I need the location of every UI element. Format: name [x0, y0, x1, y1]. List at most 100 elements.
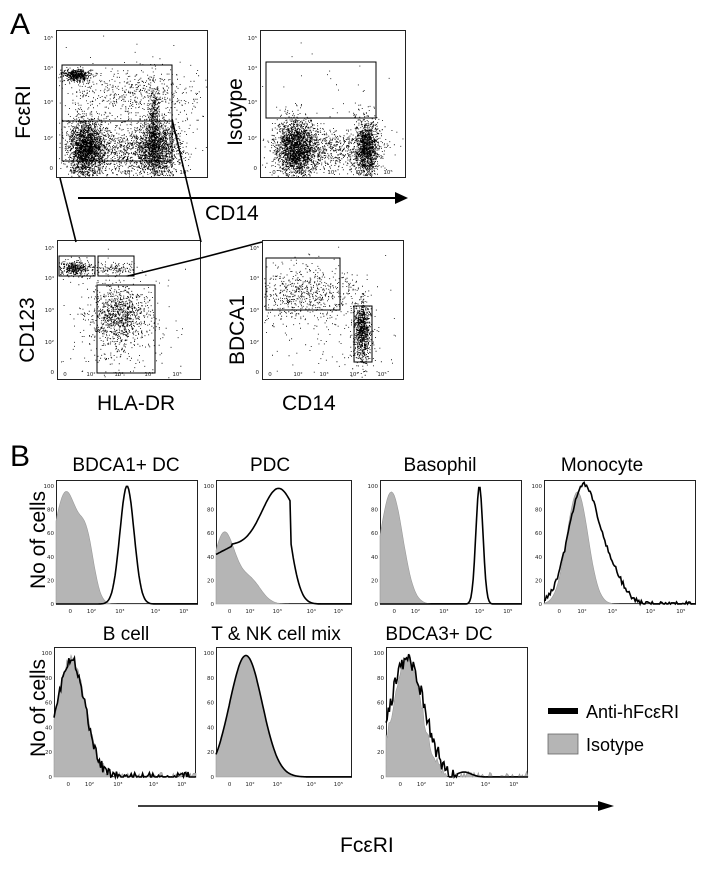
isotype-curve — [543, 491, 696, 605]
dot-plot-bdca1-vs-cd14: 0 10² 10³ 10⁴ 10⁵ 0 10² 10³ 10⁴ 10⁵ — [250, 240, 404, 380]
x-tick-label: 10² — [411, 608, 420, 615]
x-tick-label: 10² — [245, 781, 254, 788]
y-tick-label: 80 — [535, 508, 542, 514]
y-tick-label: 0 — [50, 166, 54, 172]
event-dots — [264, 246, 396, 378]
y-tick-label: 100 — [42, 651, 53, 657]
y-tick-label: 10³ — [250, 307, 259, 314]
x-tick-label: 10² — [93, 169, 102, 176]
x-tick-label: 10³ — [114, 371, 123, 378]
legend-swatches — [547, 708, 579, 755]
y-tick-label: 0 — [256, 370, 260, 376]
a3-xlabel: HLA-DR — [97, 392, 176, 415]
dot-plot-cd123-vs-hla-dr: 0 10² 10³ 10⁴ 10⁵ 0 10² 10³ 10⁴ 10⁵ — [45, 240, 201, 380]
b-shared-xlabel: FcεRI — [340, 834, 394, 857]
x-tick-label: 10⁵ — [334, 608, 343, 615]
gate-1 — [61, 120, 173, 162]
anti-fceri-curve — [543, 480, 696, 607]
y-tick-label: 0 — [211, 602, 215, 608]
y-tick-label: 100 — [44, 484, 55, 490]
x-tick-label: 10⁴ — [646, 608, 656, 615]
y-tick-label: 0 — [539, 602, 543, 608]
y-tick-label: 80 — [377, 676, 384, 682]
x-tick-label: 10³ — [273, 608, 282, 615]
y-tick-label: 0 — [51, 602, 55, 608]
legend-anti-hfceri-swatch — [548, 708, 578, 714]
y-tick-label: 100 — [204, 484, 215, 490]
y-tick-label: 100 — [532, 484, 543, 490]
x-tick-label: 10⁵ — [177, 781, 186, 788]
histogram-b-cell: 0 20 40 60 80 100 0 10² 10³ 10⁴ 10⁵ — [42, 647, 197, 788]
y-tick-label: 10³ — [44, 99, 53, 106]
y-tick-label: 40 — [535, 555, 542, 561]
a-shared-xlabel: CD14 — [205, 202, 259, 225]
y-tick-label: 40 — [47, 555, 54, 561]
y-tick-label: 60 — [207, 531, 214, 537]
y-tick-label: 10⁴ — [250, 275, 260, 282]
x-tick-label: 10² — [245, 608, 254, 615]
x-tick-label: 10³ — [123, 169, 132, 176]
gate-2 — [96, 284, 156, 374]
x-tick-label: 10³ — [273, 781, 282, 788]
y-tick-label: 10⁵ — [250, 245, 259, 252]
y-tick-label: 80 — [45, 676, 52, 682]
panel-b-letter: B — [10, 440, 31, 473]
histogram-basophil: 0 20 40 60 80 100 0 10² 10³ 10⁴ 10⁵ — [368, 480, 522, 615]
fceri-arrowhead — [598, 801, 614, 811]
anti-fceri-curve — [385, 653, 528, 779]
y-tick-label: 100 — [204, 651, 215, 657]
y-tick-label: 10⁴ — [44, 65, 54, 72]
y-tick-label: 60 — [371, 531, 378, 537]
y-tick-label: 0 — [375, 602, 379, 608]
y-tick-label: 10⁴ — [248, 65, 258, 72]
y-tick-label: 80 — [47, 508, 54, 514]
x-tick-label: 0 — [68, 609, 72, 615]
y-tick-label: 100 — [374, 651, 385, 657]
anti-fceri-curve — [215, 654, 352, 778]
y-tick-label: 60 — [45, 701, 52, 707]
y-tick-label: 80 — [207, 508, 214, 514]
y-tick-label: 10⁵ — [248, 35, 257, 42]
y-tick-label: 40 — [371, 555, 378, 561]
y-tick-label: 20 — [45, 750, 52, 756]
x-tick-label: 10² — [85, 781, 94, 788]
x-tick-label: 10⁴ — [307, 608, 317, 615]
x-tick-label: 10² — [86, 371, 95, 378]
x-tick-label: 10² — [417, 781, 426, 788]
y-tick-label: 0 — [254, 166, 258, 172]
hist-title-b-cell: B cell — [102, 624, 150, 645]
y-tick-label: 0 — [51, 370, 55, 376]
y-tick-label: 10² — [250, 339, 259, 346]
x-tick-label: 0 — [392, 609, 396, 615]
x-tick-label: 10² — [87, 608, 96, 615]
plot-frame — [57, 240, 201, 380]
x-tick-label: 10³ — [445, 781, 454, 788]
y-tick-label: 10⁵ — [44, 35, 53, 42]
plot-frame — [262, 240, 404, 380]
y-tick-label: 80 — [207, 676, 214, 682]
x-tick-label: 10⁴ — [151, 169, 161, 176]
y-tick-label: 0 — [381, 775, 385, 781]
y-tick-label: 20 — [207, 750, 214, 756]
panel-a-annotations — [59, 118, 408, 277]
x-tick-label: 10³ — [439, 608, 448, 615]
gate-0 — [265, 61, 377, 119]
x-tick-label: 10⁴ — [307, 781, 317, 788]
hist-title-t-nk-mix: T & NK cell mix — [211, 624, 341, 645]
legend-isotype-label: Isotype — [586, 735, 645, 755]
x-tick-label: 10² — [293, 371, 302, 378]
y-tick-label: 40 — [207, 725, 214, 731]
x-tick-label: 10³ — [115, 608, 124, 615]
y-tick-label: 80 — [371, 508, 378, 514]
x-tick-label: 0 — [66, 782, 70, 788]
x-tick-label: 0 — [228, 782, 232, 788]
x-tick-label: 10⁴ — [149, 781, 159, 788]
y-tick-label: 60 — [207, 701, 214, 707]
y-tick-label: 40 — [45, 725, 52, 731]
anti-fceri-curve — [53, 654, 197, 781]
x-tick-label: 0 — [557, 609, 561, 615]
x-tick-label: 10³ — [608, 608, 617, 615]
y-tick-label: 10² — [45, 339, 54, 346]
